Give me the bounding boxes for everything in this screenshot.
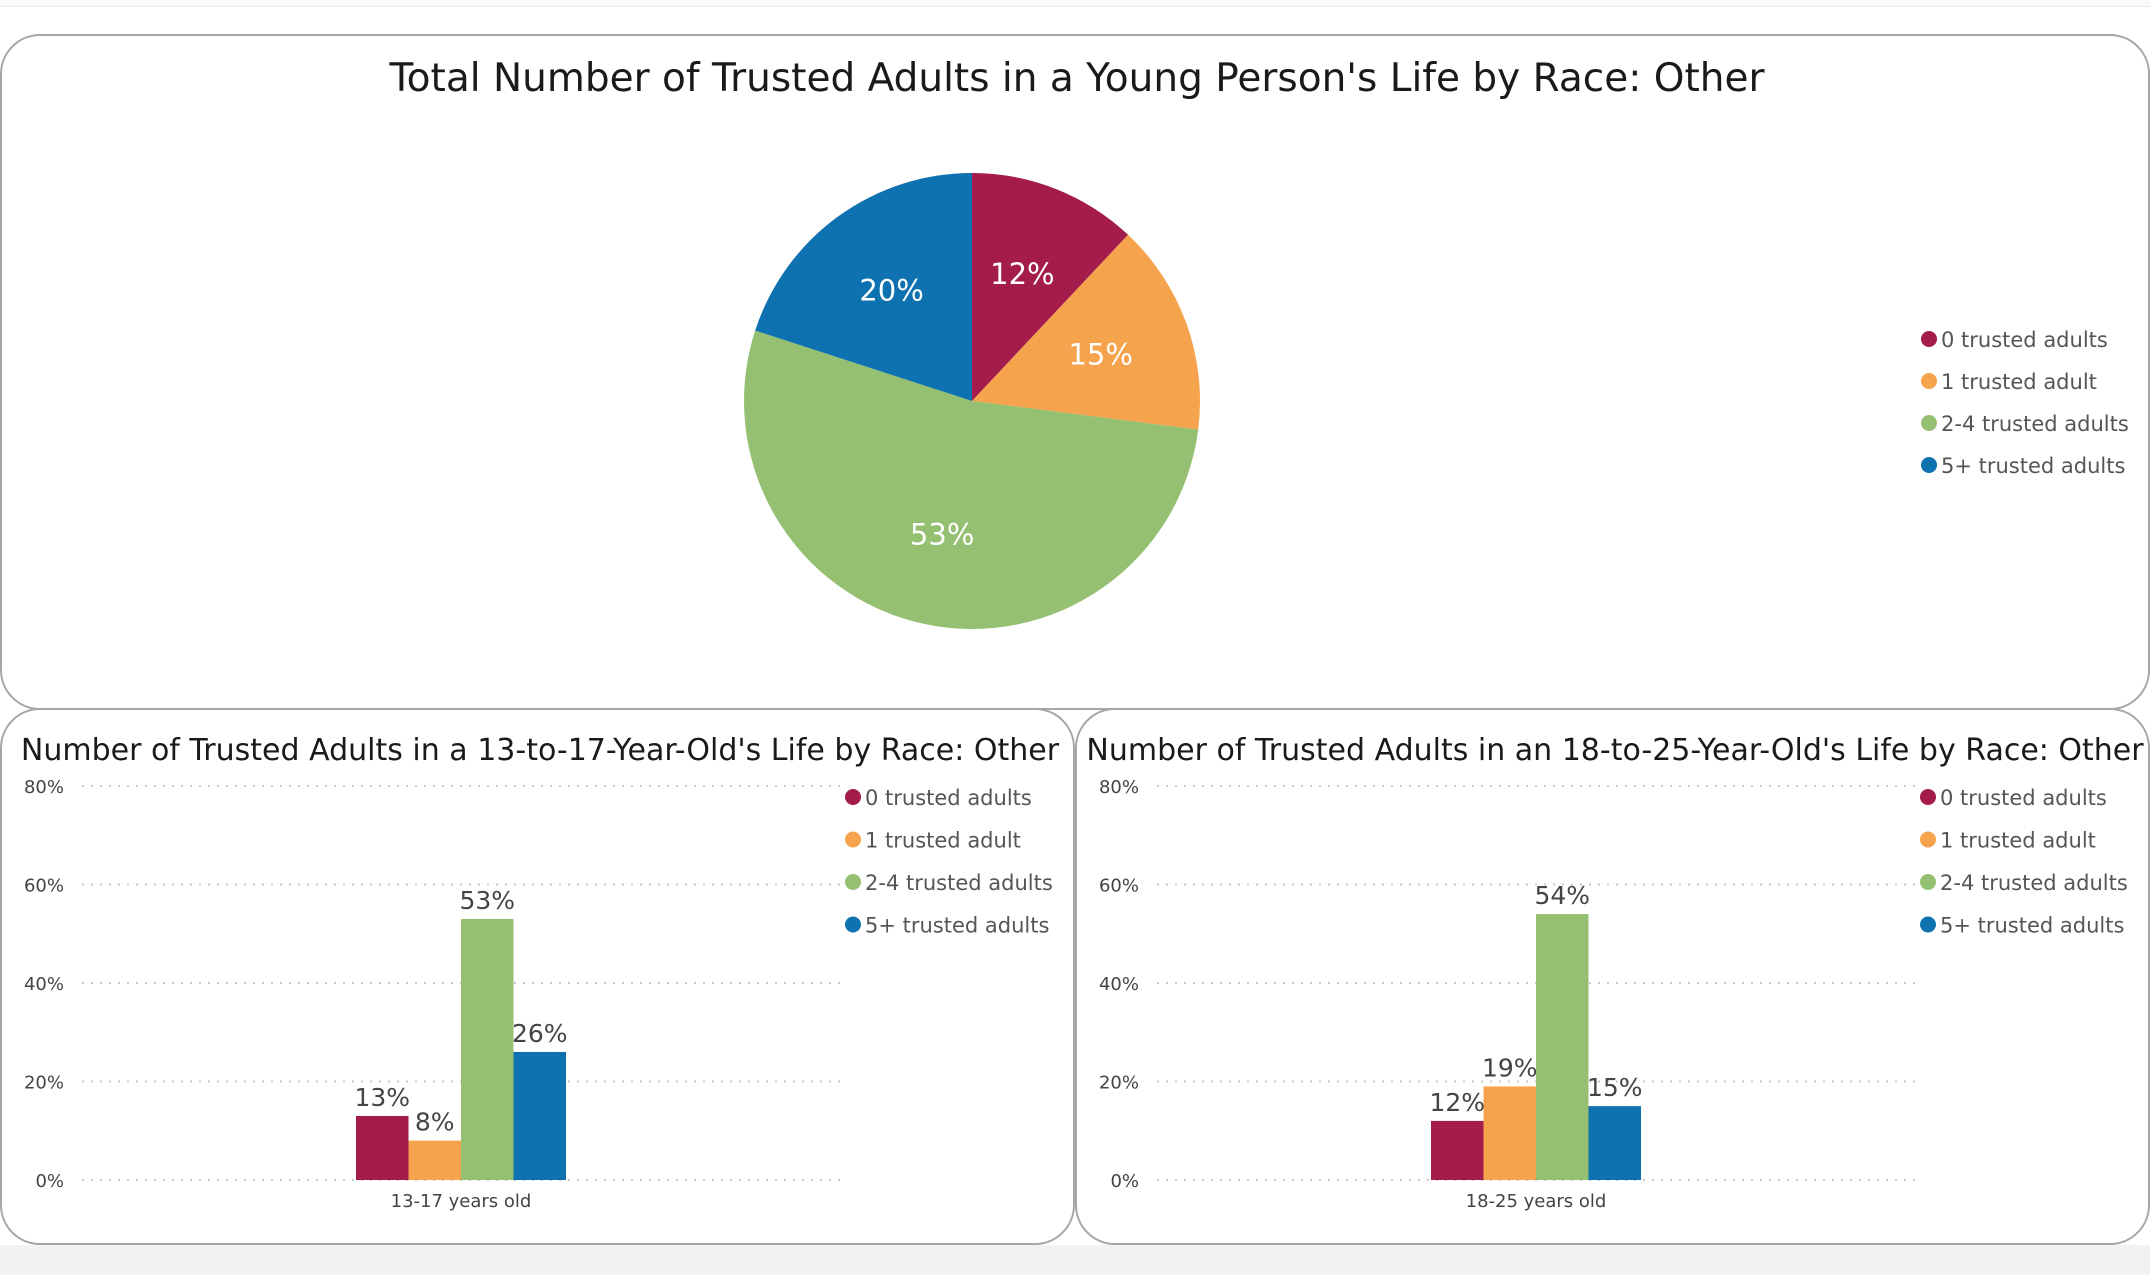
bar-18-25-ytick-40: 40% — [1099, 974, 1139, 995]
pie-chart: Total Number of Trusted Adults in a Youn… — [388, 56, 2129, 630]
bar-13-17-bar-5-trusted-adults — [513, 1051, 566, 1180]
bar-18-25-data-label-5-trusted-adults: 15% — [1587, 1073, 1643, 1102]
bar-18-25-legend-marker-0-trusted-adults — [1920, 789, 1936, 805]
bar-18-25-bar-2-4-trusted-adults — [1536, 914, 1589, 1180]
bar-18-25-legend-marker-2-4-trusted-adults — [1920, 874, 1936, 890]
bar-18-25-legend-label-1-trusted-adult: 1 trusted adult — [1940, 829, 2096, 853]
bar-chart-18-25-panel: Number of Trusted Adults in an 18-to-25-… — [1075, 708, 2150, 1245]
bar-13-17-data-label-5-trusted-adults: 26% — [512, 1019, 568, 1048]
pie-legend-marker-1-trusted-adult — [1921, 373, 1937, 389]
pie-slice-1-trusted-adult — [972, 234, 1200, 430]
pie-chart-panel: Total Number of Trusted Adults in a Youn… — [0, 34, 2150, 710]
bar-18-25-ytick-20: 20% — [1099, 1073, 1139, 1094]
bar-13-17-bar-2-4-trusted-adults — [461, 918, 514, 1180]
bottom-band — [0, 1245, 2150, 1275]
pie-legend-marker-0-trusted-adults — [1921, 331, 1937, 347]
bar-18-25-data-label-0-trusted-adults: 12% — [1429, 1088, 1485, 1117]
bar-chart-13-17-title: Number of Trusted Adults in a 13-to-17-Y… — [21, 733, 1060, 768]
bar-18-25-ytick-60: 60% — [1099, 876, 1139, 897]
pie-slice-5-trusted-adults — [755, 173, 972, 401]
bar-13-17-legend-label-5-trusted-adults: 5+ trusted adults — [865, 914, 1049, 938]
bar-18-25-bar-0-trusted-adults — [1431, 1120, 1484, 1180]
pie-legend-marker-2-4-trusted-adults — [1921, 415, 1937, 431]
bar-chart-18-25: Number of Trusted Adults in an 18-to-25-… — [1086, 733, 2144, 1212]
pie-data-label-5-trusted-adults: 20% — [859, 273, 923, 307]
pie-legend-label-5-trusted-adults: 5+ trusted adults — [1941, 454, 2125, 478]
bar-13-17-ytick-20: 20% — [24, 1073, 64, 1094]
pie-data-label-2-4-trusted-adults: 53% — [910, 518, 974, 552]
top-band — [0, 0, 2150, 7]
bar-13-17-legend-marker-5-trusted-adults — [845, 916, 861, 933]
bar-18-25-ytick-0: 0% — [1110, 1171, 1139, 1192]
bar-chart-18-25-title: Number of Trusted Adults in an 18-to-25-… — [1086, 733, 2144, 768]
bar-18-25-legend-marker-5-trusted-adults — [1920, 916, 1936, 933]
bar-chart-13-17: Number of Trusted Adults in a 13-to-17-Y… — [21, 733, 1060, 1212]
bar-13-17-legend-label-1-trusted-adult: 1 trusted adult — [865, 829, 1021, 853]
bar-13-17-legend-marker-1-trusted-adult — [845, 831, 861, 848]
bar-13-17-legend-marker-0-trusted-adults — [845, 789, 861, 805]
pie-legend-label-0-trusted-adults: 0 trusted adults — [1941, 328, 2108, 352]
bar-chart-13-17-panel: Number of Trusted Adults in a 13-to-17-Y… — [0, 708, 1075, 1245]
bar-13-17-bar-0-trusted-adults — [356, 1115, 409, 1180]
bar-13-17-ytick-60: 60% — [24, 876, 64, 897]
bar-18-25-legend-label-2-4-trusted-adults: 2-4 trusted adults — [1940, 871, 2128, 895]
pie-legend-label-2-4-trusted-adults: 2-4 trusted adults — [1941, 412, 2129, 436]
pie-data-label-0-trusted-adults: 12% — [990, 257, 1054, 291]
pie-slice-2-4-trusted-adults — [743, 330, 1199, 630]
bar-18-25-bar-1-trusted-adult — [1483, 1086, 1536, 1180]
pie-data-label-1-trusted-adult: 15% — [1068, 338, 1132, 372]
bar-13-17-bar-1-trusted-adult — [408, 1140, 461, 1180]
bar-18-25-xcategory-label: 18-25 years old — [1466, 1191, 1607, 1212]
bar-18-25-bar-5-trusted-adults — [1588, 1106, 1641, 1180]
bar-13-17-ytick-40: 40% — [24, 974, 64, 995]
pie-slice-0-trusted-adults — [972, 173, 1129, 401]
pie-legend-label-1-trusted-adult: 1 trusted adult — [1941, 370, 2097, 394]
bar-13-17-legend-marker-2-4-trusted-adults — [845, 874, 861, 890]
bar-13-17-xcategory-label: 13-17 years old — [391, 1191, 532, 1212]
bar-18-25-data-label-2-4-trusted-adults: 54% — [1534, 881, 1590, 910]
bar-13-17-ytick-0: 0% — [35, 1171, 64, 1192]
pie-chart-title: Total Number of Trusted Adults in a Youn… — [388, 56, 1765, 101]
bar-18-25-ytick-80: 80% — [1099, 777, 1139, 798]
bar-13-17-legend-label-0-trusted-adults: 0 trusted adults — [865, 786, 1032, 810]
bar-18-25-legend-marker-1-trusted-adult — [1920, 831, 1936, 848]
bar-13-17-data-label-1-trusted-adult: 8% — [415, 1108, 455, 1137]
bar-13-17-legend-label-2-4-trusted-adults: 2-4 trusted adults — [865, 871, 1053, 895]
bar-13-17-ytick-80: 80% — [24, 777, 64, 798]
bar-13-17-data-label-0-trusted-adults: 13% — [354, 1083, 410, 1112]
bar-13-17-data-label-2-4-trusted-adults: 53% — [459, 886, 515, 915]
bar-18-25-legend-label-0-trusted-adults: 0 trusted adults — [1940, 786, 2107, 810]
bar-18-25-data-label-1-trusted-adult: 19% — [1482, 1053, 1538, 1082]
pie-legend-marker-5-trusted-adults — [1921, 457, 1937, 473]
bar-18-25-legend-label-5-trusted-adults: 5+ trusted adults — [1940, 914, 2124, 938]
